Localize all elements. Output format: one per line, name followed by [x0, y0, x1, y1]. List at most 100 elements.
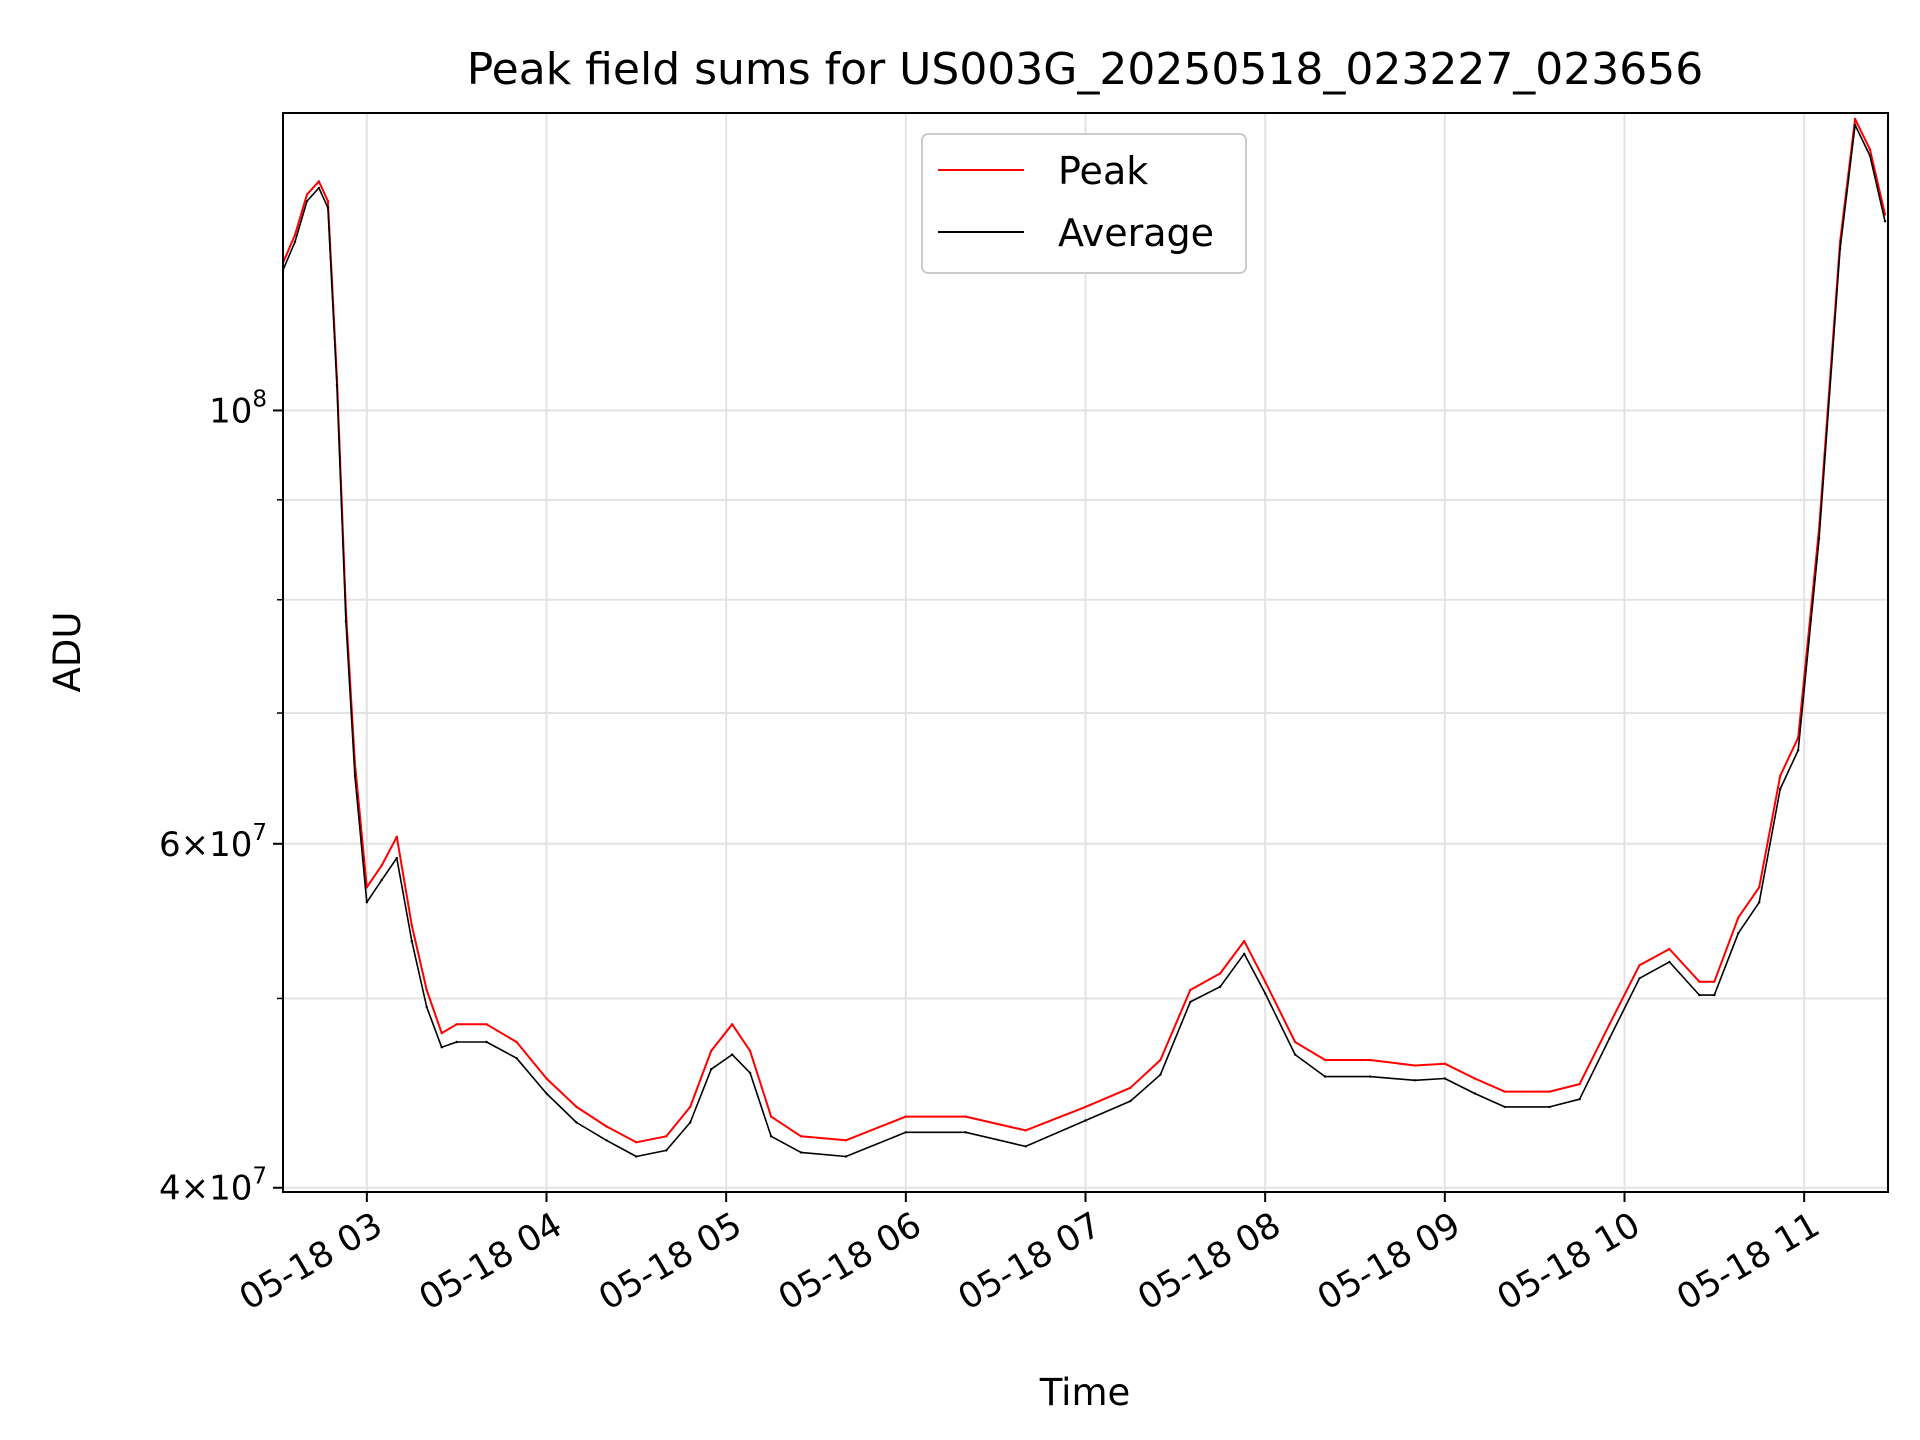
data-point-average — [515, 1057, 518, 1060]
legend-box — [921, 133, 1247, 274]
data-point-average — [1779, 787, 1782, 791]
data-point-peak — [1737, 916, 1740, 919]
data-point-peak — [1638, 964, 1641, 967]
data-point-average — [1243, 952, 1246, 955]
data-point-average — [635, 1155, 638, 1158]
y-tick-base: 10 — [209, 391, 252, 431]
data-point-peak — [1698, 980, 1701, 983]
data-point-average — [455, 1040, 458, 1044]
data-point-average — [293, 240, 297, 243]
data-point-average — [440, 1046, 443, 1049]
x-tick-label: 05-18 04 — [413, 1205, 569, 1318]
data-point-peak — [1548, 1090, 1551, 1093]
data-point-peak — [1668, 947, 1671, 951]
y-tick-label: 4×107 — [159, 1164, 267, 1209]
data-point-peak — [748, 1049, 752, 1053]
data-point-average — [1797, 749, 1800, 752]
data-point-average — [748, 1071, 752, 1075]
data-point-peak — [1443, 1062, 1447, 1065]
data-point-average — [799, 1151, 803, 1154]
data-point-average — [1084, 1119, 1087, 1122]
data-point-average — [1608, 1037, 1611, 1040]
data-point-peak — [1503, 1090, 1506, 1093]
data-point-peak — [769, 1115, 773, 1118]
data-point-peak — [665, 1135, 668, 1138]
data-point-peak — [1243, 939, 1246, 943]
data-point-peak — [964, 1115, 967, 1118]
series-layer — [281, 117, 1887, 1158]
data-point-peak — [1264, 980, 1267, 983]
chart-title: Peak field sums for US003G_20250518_0232… — [467, 44, 1704, 95]
data-point-peak — [731, 1023, 734, 1026]
x-tick-label: 05-18 11 — [1670, 1205, 1826, 1318]
x-tick-label: 05-18 08 — [1131, 1205, 1287, 1318]
data-point-average — [1668, 960, 1671, 964]
data-point-average — [575, 1121, 578, 1124]
data-point-average — [1883, 220, 1887, 223]
data-point-peak — [455, 1023, 458, 1026]
data-point-peak — [380, 864, 383, 867]
data-point-average — [326, 206, 330, 209]
data-point-peak — [844, 1139, 848, 1142]
data-point-peak — [293, 233, 297, 237]
data-point-peak — [1129, 1086, 1132, 1090]
data-point-peak — [305, 193, 309, 196]
data-point-peak — [1853, 117, 1857, 121]
data-point-peak — [1608, 1023, 1611, 1026]
data-point-average — [353, 774, 357, 778]
series-peak — [281, 117, 1887, 1144]
data-point-peak — [1578, 1082, 1581, 1086]
data-point-average — [545, 1092, 548, 1095]
series-line-average — [282, 124, 1886, 1158]
data-point-average — [485, 1040, 488, 1044]
data-point-average — [731, 1053, 734, 1056]
data-point-average — [710, 1068, 713, 1071]
data-point-average — [605, 1139, 608, 1142]
data-point-peak — [1084, 1105, 1087, 1109]
x-tick-label: 05-18 09 — [1311, 1205, 1467, 1318]
data-point-average — [1737, 932, 1740, 935]
data-point-average — [1503, 1105, 1506, 1109]
data-point-peak — [1779, 774, 1782, 778]
data-point-peak — [1293, 1040, 1297, 1044]
data-point-peak — [545, 1077, 548, 1080]
data-point-average — [1698, 993, 1701, 997]
data-point-average — [1264, 992, 1267, 995]
data-point-average — [344, 620, 348, 623]
data-point-peak — [605, 1125, 608, 1128]
data-point-peak — [1413, 1064, 1417, 1067]
data-point-peak — [1368, 1058, 1372, 1062]
data-point-peak — [1189, 988, 1192, 992]
y-tick-exponent: 8 — [252, 386, 267, 412]
data-point-peak — [1758, 886, 1761, 889]
y-tick-base: 10 — [209, 825, 252, 865]
data-point-peak — [317, 180, 321, 183]
data-point-average — [1443, 1077, 1447, 1080]
data-point-peak — [395, 835, 398, 838]
data-point-peak — [326, 199, 330, 203]
data-point-average — [1548, 1105, 1551, 1109]
data-point-average — [1758, 901, 1761, 904]
data-point-peak — [575, 1105, 578, 1109]
data-point-peak — [410, 924, 413, 927]
data-point-average — [1578, 1098, 1581, 1101]
data-point-peak — [689, 1105, 692, 1109]
series-average — [281, 123, 1887, 1158]
data-point-average — [844, 1155, 848, 1158]
data-point-peak — [1868, 148, 1872, 151]
y-tick-exponent: 7 — [252, 820, 267, 846]
data-point-peak — [1323, 1058, 1327, 1062]
data-point-average — [769, 1135, 773, 1138]
data-point-average — [1638, 977, 1641, 980]
data-point-average — [1413, 1079, 1417, 1082]
data-point-average — [689, 1121, 692, 1124]
data-point-average — [1713, 993, 1716, 997]
x-axis: 05-18 03 05-18 04 05-18 05 05-18 06 05-18 07… — [233, 1192, 1827, 1318]
data-point-peak — [799, 1135, 803, 1138]
grid-lines — [283, 113, 1888, 1192]
data-point-peak — [1024, 1129, 1027, 1132]
data-point-average — [380, 878, 383, 882]
data-point-average — [665, 1149, 668, 1152]
